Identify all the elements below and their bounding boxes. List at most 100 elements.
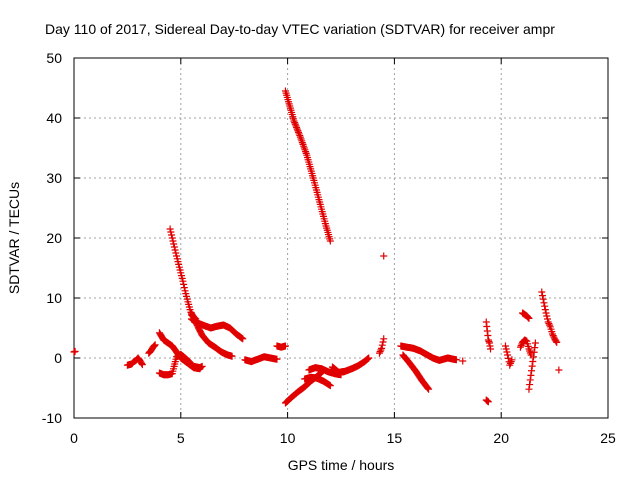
data-point: [380, 252, 388, 260]
data-point: [138, 359, 146, 367]
x-tick-label: 10: [280, 430, 296, 446]
data-point: [538, 288, 546, 296]
data-point: [171, 246, 179, 254]
y-tick-label: 40: [46, 110, 62, 126]
data-point: [166, 225, 174, 233]
data-point: [531, 344, 539, 352]
data-point: [273, 355, 281, 363]
axis-tick-labels: 0 5 10 15 20 25 -10 0 10 20 30 40 50: [42, 50, 616, 446]
y-tick-label: 50: [46, 50, 62, 66]
data-point: [525, 314, 533, 322]
data-point: [295, 130, 303, 138]
data-point: [526, 376, 534, 384]
data-point: [517, 342, 525, 350]
data-point: [503, 348, 511, 356]
data-point: [524, 314, 532, 322]
data-point: [543, 312, 551, 320]
data-point: [425, 385, 433, 393]
data-point: [528, 367, 536, 375]
data-point: [545, 320, 553, 328]
data-point: [452, 356, 460, 364]
data-point: [377, 346, 385, 354]
data-point: [542, 309, 550, 317]
data-point: [180, 284, 188, 292]
data-point: [487, 345, 495, 353]
grid-lines: [74, 58, 608, 418]
data-point: [546, 321, 554, 329]
data-point: [552, 337, 560, 345]
x-tick-label: 0: [70, 430, 78, 446]
y-tick-label: 0: [54, 350, 62, 366]
data-point: [508, 356, 516, 364]
data-point: [531, 339, 539, 347]
data-point: [501, 342, 509, 350]
data-point: [150, 342, 158, 350]
data-point: [544, 318, 552, 326]
x-tick-label: 5: [177, 430, 185, 446]
data-point: [524, 313, 532, 321]
data-point: [326, 382, 334, 390]
x-tick-label: 15: [387, 430, 403, 446]
y-tick-label: 10: [46, 290, 62, 306]
x-tick-label: 20: [493, 430, 509, 446]
data-point: [294, 127, 302, 135]
chart-title: Day 110 of 2017, Sidereal Day-to-day VTE…: [45, 21, 555, 37]
y-tick-label: 30: [46, 170, 62, 186]
data-point: [378, 344, 386, 352]
data-point: [290, 117, 298, 125]
data-point: [168, 231, 176, 239]
data-point: [502, 345, 510, 353]
data-point: [292, 122, 300, 130]
data-point: [169, 237, 177, 245]
data-point: [380, 335, 388, 343]
data-point: [294, 128, 302, 136]
data-point: [548, 330, 556, 338]
data-point: [376, 348, 384, 356]
data-point: [540, 299, 548, 307]
data-point: [138, 361, 146, 369]
data-points: [70, 87, 563, 407]
data-point: [293, 125, 301, 133]
data-point: [196, 365, 204, 373]
data-point: [541, 302, 549, 310]
data-point: [543, 315, 551, 323]
data-point: [424, 384, 432, 392]
data-point: [172, 249, 180, 257]
data-point: [170, 240, 178, 248]
data-point: [516, 343, 524, 351]
y-tick-label: -10: [42, 410, 62, 426]
data-point: [378, 341, 386, 349]
data-point: [365, 354, 373, 362]
data-point: [71, 347, 79, 355]
y-axis-label: SDTVAR / TECUs: [6, 182, 22, 294]
data-point: [530, 348, 538, 356]
x-axis-label: GPS time / hours: [288, 457, 395, 473]
data-point: [150, 342, 158, 350]
data-point: [539, 295, 547, 303]
data-point: [296, 132, 304, 140]
axis-ticks: [73, 57, 609, 419]
data-point: [538, 292, 546, 300]
data-point: [541, 306, 549, 314]
data-point: [291, 119, 299, 127]
data-point: [179, 277, 187, 285]
data-point: [170, 243, 178, 251]
data-point: [228, 352, 236, 360]
data-point: [167, 228, 175, 236]
data-point: [528, 362, 536, 370]
data-point: [168, 234, 176, 242]
data-point: [375, 349, 383, 357]
data-point: [291, 120, 299, 128]
y-tick-label: 20: [46, 230, 62, 246]
data-point: [379, 338, 387, 346]
data-point: [293, 123, 301, 131]
data-point: [553, 338, 561, 346]
data-point: [423, 384, 431, 392]
data-point: [239, 335, 247, 343]
data-point: [527, 371, 535, 379]
data-point: [529, 357, 537, 365]
data-point: [459, 357, 467, 365]
data-point: [549, 332, 557, 340]
data-point: [525, 385, 533, 393]
data-point: [484, 398, 492, 406]
